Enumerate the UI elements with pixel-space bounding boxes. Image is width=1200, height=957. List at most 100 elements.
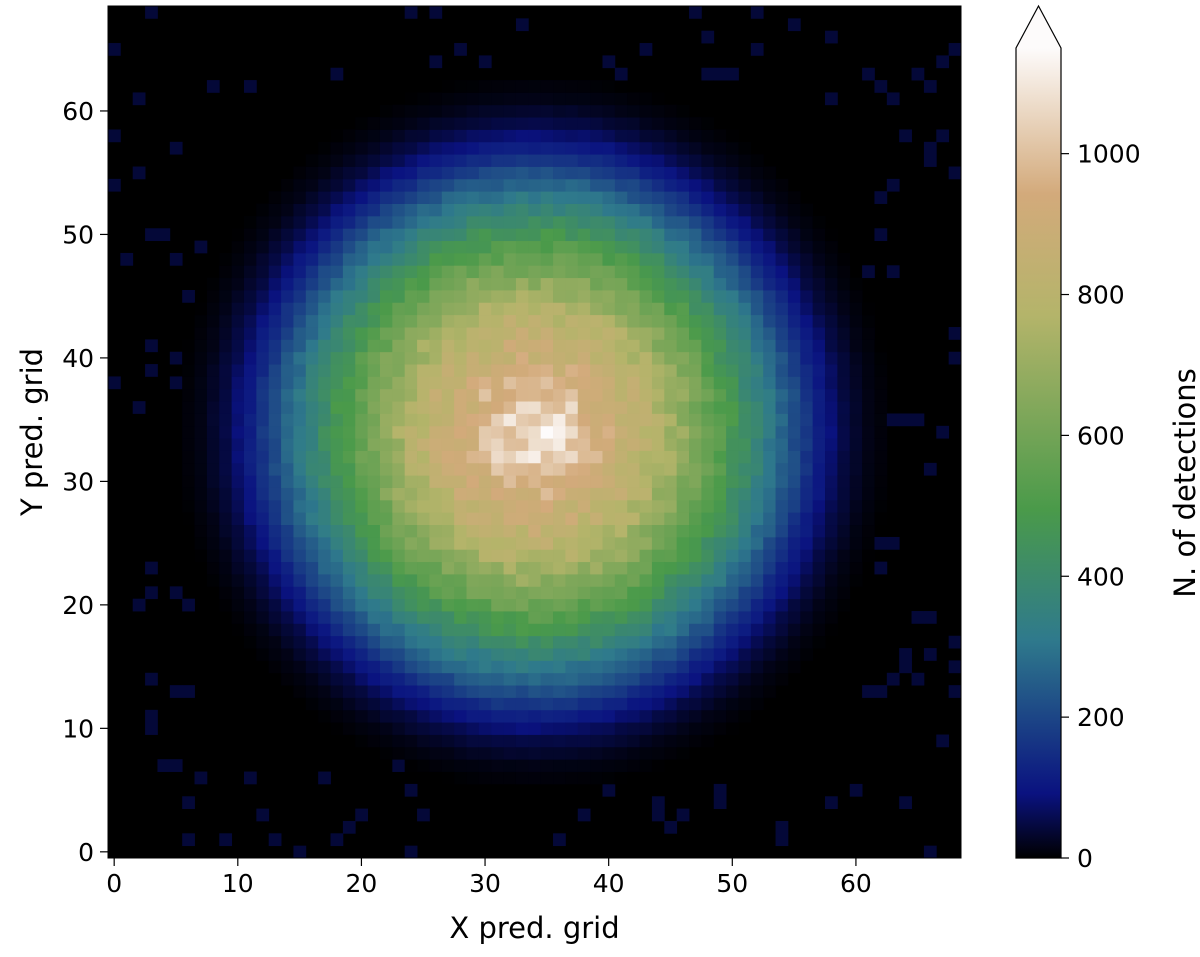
heatmap-cell xyxy=(577,635,591,649)
heatmap-cell xyxy=(664,549,678,563)
heatmap-cell xyxy=(417,709,430,723)
heatmap-cell xyxy=(713,302,727,316)
heatmap-cell xyxy=(491,401,504,414)
heatmap-cell xyxy=(441,401,455,414)
heatmap-cell xyxy=(318,536,331,550)
heatmap-cell xyxy=(577,697,591,711)
heatmap-cell xyxy=(441,598,455,612)
heatmap-cell xyxy=(787,228,801,242)
heatmap-cell xyxy=(441,462,455,476)
heatmap-cell xyxy=(281,536,294,550)
heatmap-cell xyxy=(404,611,418,624)
heatmap-cell xyxy=(318,771,331,785)
heatmap-cell xyxy=(787,376,801,390)
heatmap-cell xyxy=(726,327,739,340)
heatmap-cell xyxy=(478,499,492,513)
heatmap-cell xyxy=(392,623,406,637)
heatmap-cell xyxy=(689,487,702,501)
heatmap-cell xyxy=(478,191,492,204)
heatmap-cell xyxy=(194,401,208,414)
heatmap-cell xyxy=(738,203,752,217)
heatmap-cell xyxy=(417,154,430,167)
heatmap-cell xyxy=(825,351,838,365)
heatmap-cell xyxy=(206,438,220,451)
heatmap-cell xyxy=(417,450,430,464)
heatmap-cell xyxy=(800,314,814,328)
heatmap-cell xyxy=(627,549,640,563)
heatmap-cell xyxy=(577,351,591,365)
heatmap-cell xyxy=(367,635,381,649)
heatmap-cell xyxy=(775,339,789,353)
heatmap-cell xyxy=(404,536,418,550)
heatmap-cell xyxy=(417,203,430,217)
heatmap-cell xyxy=(206,80,220,93)
heatmap-cell xyxy=(577,734,591,748)
heatmap-cell xyxy=(553,450,566,464)
heatmap-cell xyxy=(627,327,640,340)
heatmap-cell xyxy=(750,586,764,600)
heatmap-cell xyxy=(305,327,319,340)
heatmap-cell xyxy=(330,475,344,488)
heatmap-cell xyxy=(219,499,233,513)
heatmap-cell xyxy=(664,734,678,748)
heatmap-cell xyxy=(639,104,653,118)
heatmap-cell xyxy=(577,191,591,204)
heatmap-cell xyxy=(194,376,208,390)
heatmap-cell xyxy=(874,438,888,451)
heatmap-cell xyxy=(775,203,789,217)
heatmap-cell xyxy=(342,549,356,563)
heatmap-cell xyxy=(454,327,467,340)
heatmap-cell xyxy=(651,339,665,353)
heatmap-cell xyxy=(689,339,702,353)
heatmap-cell xyxy=(750,388,764,402)
heatmap-cell xyxy=(404,722,418,735)
heatmap-cell xyxy=(713,413,727,427)
heatmap-cell xyxy=(602,290,616,303)
heatmap-cell xyxy=(392,685,406,698)
heatmap-cell xyxy=(429,425,443,439)
heatmap-cell xyxy=(194,450,208,464)
heatmap-cell xyxy=(367,734,381,748)
heatmap-cell xyxy=(256,438,270,451)
colorbar-tick-label: 800 xyxy=(1077,281,1125,310)
heatmap-cell xyxy=(577,722,591,735)
heatmap-cell xyxy=(825,611,838,624)
heatmap-cell xyxy=(268,364,282,377)
heatmap-cell xyxy=(231,265,245,279)
heatmap-cell xyxy=(429,117,443,130)
heatmap-cell xyxy=(342,586,356,600)
heatmap-cell xyxy=(404,524,418,538)
heatmap-cell xyxy=(342,203,356,217)
heatmap-cell xyxy=(639,746,653,760)
heatmap-cell xyxy=(268,228,282,242)
heatmap-cell xyxy=(355,314,369,328)
heatmap-cell xyxy=(763,450,776,464)
heatmap-cell xyxy=(330,660,344,674)
heatmap-cell xyxy=(478,92,492,106)
heatmap-cell xyxy=(219,586,233,600)
heatmap-cell xyxy=(429,252,443,266)
heatmap-cell xyxy=(812,611,826,624)
x-tick-label: 40 xyxy=(593,869,625,898)
heatmap-cell xyxy=(478,228,492,242)
heatmap-cell xyxy=(515,240,529,254)
heatmap-cell xyxy=(614,290,628,303)
heatmap-cell xyxy=(182,685,195,698)
heatmap-cell xyxy=(689,524,702,538)
heatmap-cell xyxy=(787,499,801,513)
heatmap-cell xyxy=(367,598,381,612)
heatmap-cell xyxy=(231,351,245,365)
heatmap-cell xyxy=(577,611,591,624)
heatmap-cell xyxy=(701,30,715,44)
heatmap-cell xyxy=(738,524,752,538)
heatmap-cell xyxy=(491,623,504,637)
heatmap-cell xyxy=(231,240,245,254)
heatmap-cell xyxy=(515,327,529,340)
heatmap-cell xyxy=(429,635,443,649)
heatmap-cell xyxy=(305,450,319,464)
heatmap-cell xyxy=(417,512,430,526)
heatmap-cell xyxy=(577,561,591,575)
heatmap-cell xyxy=(614,771,628,785)
heatmap-cell xyxy=(330,314,344,328)
heatmap-cell xyxy=(404,487,418,501)
